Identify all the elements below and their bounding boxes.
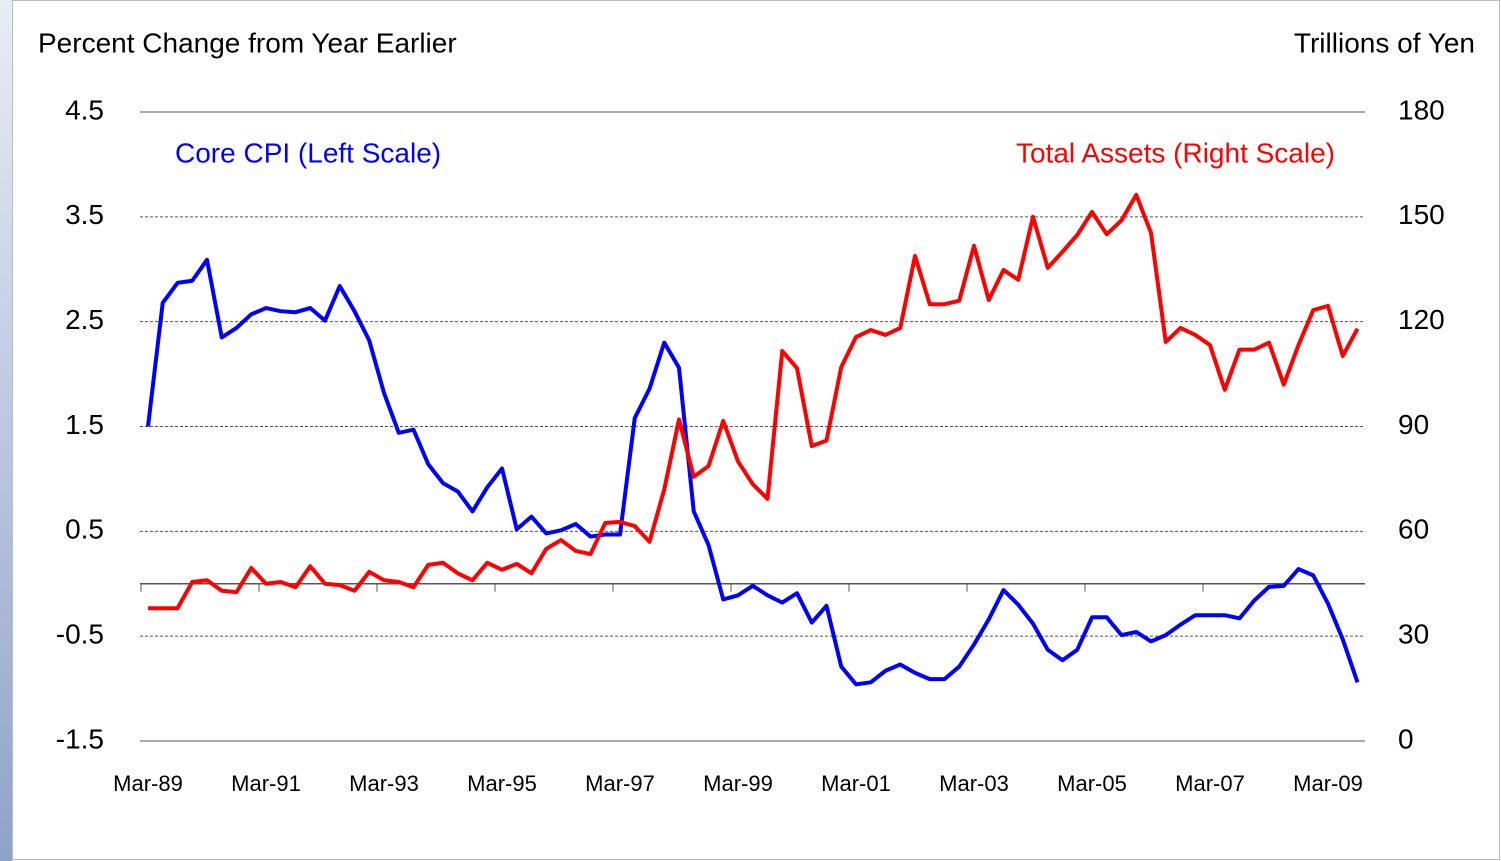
- y2-tick-label: 180: [1398, 94, 1445, 125]
- x-tick-label: Mar-97: [585, 771, 655, 796]
- x-tick-label: Mar-99: [703, 771, 773, 796]
- series-line: [146, 257, 1360, 687]
- y-tick-label: -0.5: [56, 619, 104, 650]
- x-tick-label: Mar-01: [821, 771, 891, 796]
- frame: [12, 0, 1500, 860]
- x-tick-label: Mar-95: [467, 771, 537, 796]
- legend-label: Total Assets (Right Scale): [1016, 137, 1335, 168]
- x-tick-label: Mar-89: [113, 771, 183, 796]
- series-line: [148, 192, 1360, 611]
- side-strip: [0, 0, 12, 861]
- y-tick-label: 0.5: [65, 514, 104, 545]
- y-tick-label: 1.5: [65, 409, 104, 440]
- legend-label: Core CPI (Left Scale): [175, 137, 441, 168]
- x-tick-label: Mar-03: [939, 771, 1009, 796]
- y2-tick-label: 90: [1398, 409, 1429, 440]
- y-tick-label: 2.5: [65, 304, 104, 335]
- y-tick-label: -1.5: [56, 723, 104, 754]
- x-tick-label: Mar-05: [1057, 771, 1127, 796]
- y2-axis-label: Trillions of Yen: [1294, 27, 1475, 58]
- y2-tick-label: 30: [1398, 619, 1429, 650]
- x-tick-label: Mar-09: [1293, 771, 1363, 796]
- y2-tick-label: 120: [1398, 304, 1445, 335]
- x-tick-label: Mar-91: [231, 771, 301, 796]
- y-tick-label: 4.5: [65, 94, 104, 125]
- y-axis-label: Percent Change from Year Earlier: [38, 27, 457, 58]
- y2-tick-label: 60: [1398, 514, 1429, 545]
- x-tick-label: Mar-93: [349, 771, 419, 796]
- y-tick-label: 3.5: [65, 199, 104, 230]
- y2-tick-label: 0: [1398, 723, 1414, 754]
- x-tick-label: Mar-07: [1175, 771, 1245, 796]
- y2-tick-label: 150: [1398, 199, 1445, 230]
